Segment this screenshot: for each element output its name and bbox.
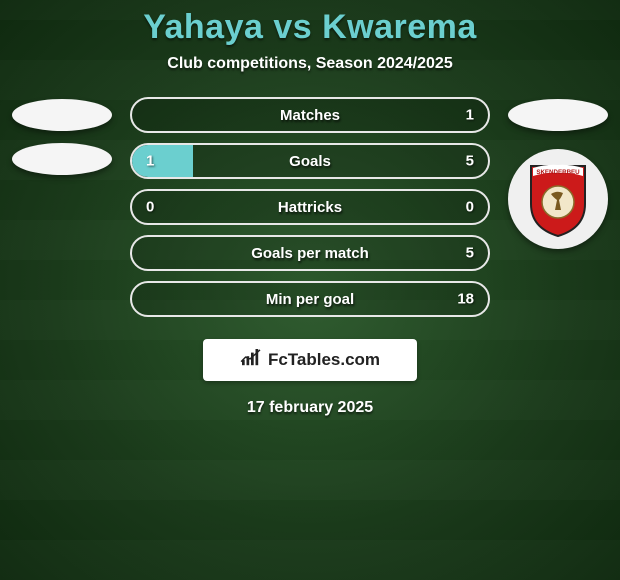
svg-text:SKENDERBEU: SKENDERBEU [536, 169, 580, 176]
right-player-col: SKENDERBEU [504, 97, 612, 249]
stat-label: Hattricks [278, 199, 342, 216]
stat-left-value: 0 [146, 199, 154, 216]
left-player-avatar [12, 99, 112, 131]
brand-label: FcTables.com [268, 350, 380, 370]
date-label: 17 february 2025 [0, 399, 620, 417]
page-subtitle: Club competitions, Season 2024/2025 [0, 55, 620, 73]
comparison-row: Matches 1 1 Goals 5 0 Hattricks 0 Goals per matc… [0, 97, 620, 317]
stat-right-value: 0 [466, 199, 474, 216]
stat-bar: Goals per match 5 [130, 235, 490, 271]
stat-right-value: 5 [466, 245, 474, 262]
skenderbeu-crest-icon: SKENDERBEU [527, 160, 589, 238]
left-player-col [8, 97, 116, 175]
stat-right-value: 1 [466, 107, 474, 124]
right-player-crest: SKENDERBEU [508, 149, 608, 249]
stat-label: Matches [280, 107, 340, 124]
stat-bar: Min per goal 18 [130, 281, 490, 317]
stat-bar: Matches 1 [130, 97, 490, 133]
brand-badge[interactable]: FcTables.com [203, 339, 417, 381]
stat-label: Min per goal [266, 291, 354, 308]
stat-fill-left [132, 145, 193, 177]
stat-bar: 1 Goals 5 [130, 143, 490, 179]
stat-label: Goals [289, 153, 331, 170]
stats-column: Matches 1 1 Goals 5 0 Hattricks 0 Goals per matc… [130, 97, 490, 317]
left-player-crest-placeholder [12, 143, 112, 175]
stat-label: Goals per match [251, 245, 369, 262]
page-title: Yahaya vs Kwarema [0, 8, 620, 47]
chart-icon [240, 349, 262, 372]
stat-right-value: 5 [466, 153, 474, 170]
stat-bar: 0 Hattricks 0 [130, 189, 490, 225]
stat-left-value: 1 [146, 153, 154, 170]
stat-right-value: 18 [457, 291, 474, 308]
right-player-avatar [508, 99, 608, 131]
